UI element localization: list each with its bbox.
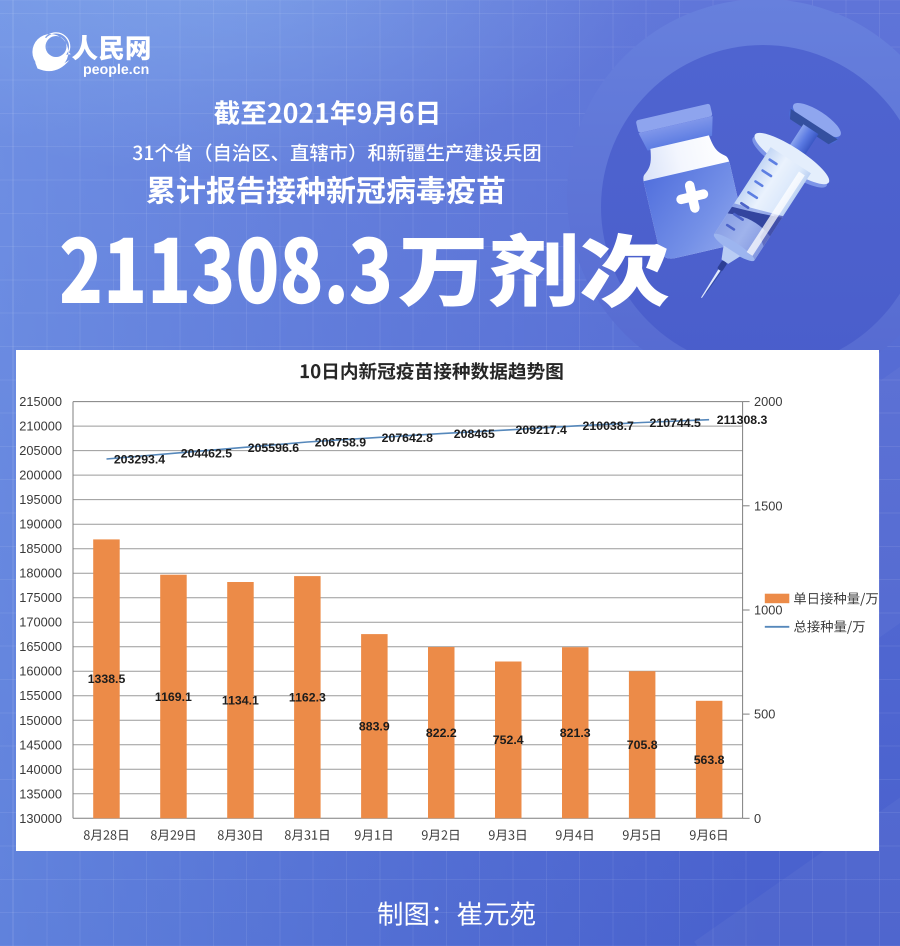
svg-text:1162.3: 1162.3 — [289, 691, 326, 705]
svg-text:140000: 140000 — [19, 762, 62, 777]
svg-text:170000: 170000 — [19, 615, 62, 630]
svg-text:2000: 2000 — [754, 394, 782, 409]
svg-text:1000: 1000 — [754, 603, 782, 618]
svg-text:200000: 200000 — [19, 468, 62, 483]
svg-text:705.8: 705.8 — [627, 738, 658, 752]
svg-text:175000: 175000 — [19, 590, 62, 605]
svg-text:210038.7: 210038.7 — [583, 419, 634, 433]
svg-text:821.3: 821.3 — [560, 726, 591, 740]
svg-text:190000: 190000 — [19, 517, 62, 532]
svg-text:206758.9: 206758.9 — [315, 435, 366, 449]
svg-text:210744.5: 210744.5 — [650, 416, 701, 430]
svg-text:180000: 180000 — [19, 566, 62, 581]
svg-text:205000: 205000 — [19, 443, 62, 458]
svg-text:207642.8: 207642.8 — [382, 431, 433, 445]
svg-text:135000: 135000 — [19, 786, 62, 801]
svg-text:155000: 155000 — [19, 688, 62, 703]
svg-text:211308.3: 211308.3 — [717, 413, 768, 427]
svg-text:203293.4: 203293.4 — [114, 452, 165, 466]
svg-text:563.8: 563.8 — [694, 753, 725, 767]
svg-text:205596.6: 205596.6 — [248, 441, 299, 455]
svg-text:185000: 185000 — [19, 541, 62, 556]
svg-text:145000: 145000 — [19, 737, 62, 752]
svg-text:204462.5: 204462.5 — [181, 447, 232, 461]
svg-text:752.4: 752.4 — [493, 733, 524, 747]
svg-text:822.2: 822.2 — [426, 726, 457, 740]
svg-text:150000: 150000 — [19, 713, 62, 728]
svg-text:0: 0 — [754, 811, 761, 826]
svg-text:130000: 130000 — [19, 811, 62, 826]
svg-text:1169.1: 1169.1 — [155, 690, 192, 704]
svg-text:195000: 195000 — [19, 492, 62, 507]
svg-text:209217.4: 209217.4 — [516, 423, 567, 437]
svg-text:1134.1: 1134.1 — [222, 694, 259, 708]
svg-text:883.9: 883.9 — [359, 720, 390, 734]
svg-text:208465: 208465 — [454, 427, 495, 441]
svg-text:210000: 210000 — [19, 419, 62, 434]
svg-text:500: 500 — [754, 707, 775, 722]
svg-text:1338.5: 1338.5 — [88, 672, 126, 686]
svg-text:215000: 215000 — [19, 394, 62, 409]
svg-text:165000: 165000 — [19, 639, 62, 654]
svg-text:160000: 160000 — [19, 664, 62, 679]
svg-text:1500: 1500 — [754, 498, 782, 513]
